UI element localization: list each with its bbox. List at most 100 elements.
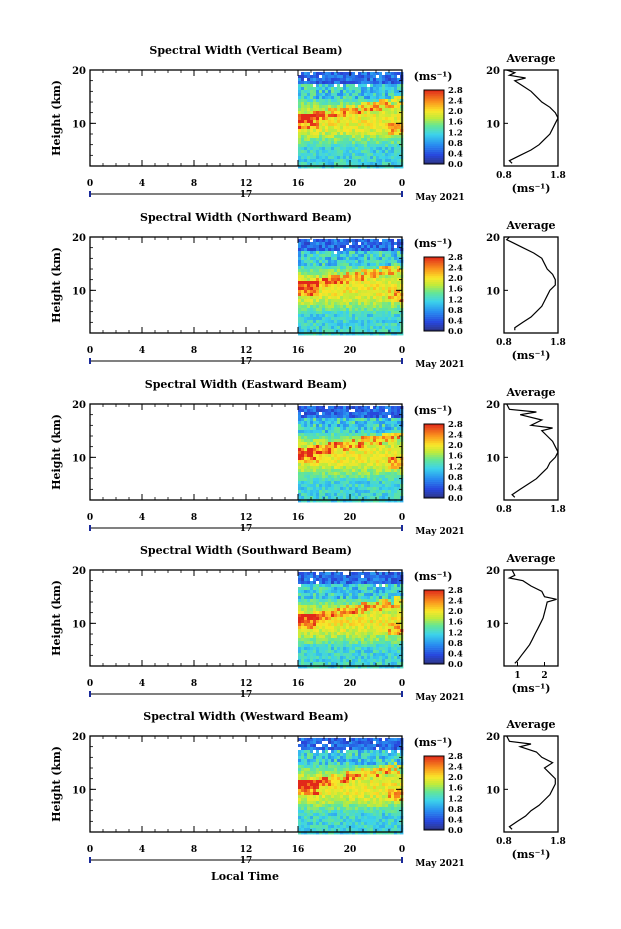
heatmap-cell xyxy=(394,475,398,479)
heatmap-cell xyxy=(310,263,314,267)
colorbar-tick-label: 0.8 xyxy=(448,139,463,149)
heatmap-cell xyxy=(298,278,302,282)
heatmap-cell xyxy=(397,466,401,470)
heatmap-cell xyxy=(310,614,314,618)
heatmap-cell xyxy=(373,323,377,327)
heatmap-cell xyxy=(379,430,383,434)
heatmap-cell xyxy=(388,572,392,576)
heatmap-cell xyxy=(379,317,383,321)
heatmap-cell xyxy=(343,284,347,288)
heatmap-cell xyxy=(382,418,386,422)
heatmap-cell xyxy=(373,153,377,157)
colorbar-segment xyxy=(424,296,444,299)
heatmap-cell xyxy=(313,105,317,109)
heatmap-cell xyxy=(379,156,383,160)
heatmap-cell xyxy=(322,332,326,336)
heatmap-cell xyxy=(364,496,368,500)
heatmap-cell xyxy=(355,320,359,324)
heatmap-cell xyxy=(358,421,362,425)
heatmap-cell xyxy=(352,593,356,597)
heatmap-cell xyxy=(301,460,305,464)
heatmap-cell xyxy=(325,638,329,642)
heatmap-cell xyxy=(346,90,350,94)
x-tick-label: 16 xyxy=(292,679,305,689)
heatmap-cell xyxy=(343,114,347,118)
heatmap-cell xyxy=(364,608,368,612)
heatmap-cell xyxy=(397,81,401,85)
panel-title: Spectral Width (Southward Beam) xyxy=(140,544,352,557)
heatmap-cell xyxy=(301,320,305,324)
heatmap-cell xyxy=(349,635,353,639)
heatmap-cell xyxy=(385,293,389,297)
heatmap-cell xyxy=(343,96,347,100)
heatmap-cell xyxy=(331,647,335,651)
heatmap-cell xyxy=(310,457,314,461)
heatmap-cell xyxy=(331,126,335,130)
heatmap-cell xyxy=(385,111,389,115)
heatmap-cell xyxy=(361,478,365,482)
heatmap-cell xyxy=(382,126,386,130)
heatmap-cell xyxy=(385,275,389,279)
heatmap-cell xyxy=(346,433,350,437)
heatmap-cell xyxy=(349,469,353,473)
heatmap-cell xyxy=(310,659,314,663)
heatmap-cell xyxy=(301,475,305,479)
heatmap-cell xyxy=(352,599,356,603)
heatmap-cell xyxy=(340,581,344,585)
heatmap-cell xyxy=(370,662,374,666)
heatmap-cell xyxy=(364,296,368,300)
colorbar-segment xyxy=(424,283,444,287)
heatmap-cell xyxy=(325,75,329,79)
heatmap-cell xyxy=(325,84,329,88)
heatmap-cell xyxy=(370,263,374,267)
heatmap-cell xyxy=(382,278,386,282)
heatmap-cell xyxy=(325,266,329,270)
heatmap-cell xyxy=(358,436,362,440)
heatmap-cell xyxy=(313,659,317,663)
heatmap-cell xyxy=(343,599,347,603)
heatmap-cell xyxy=(337,126,341,130)
heatmap-cell xyxy=(328,242,332,246)
heatmap-cell xyxy=(313,427,317,431)
heatmap-cell xyxy=(397,239,401,243)
heatmap-cell xyxy=(376,596,380,600)
heatmap-cell xyxy=(340,311,344,315)
heatmap-cell xyxy=(370,272,374,276)
heatmap-cell xyxy=(361,499,365,503)
heatmap-cell xyxy=(307,323,311,327)
heatmap-cell xyxy=(307,81,311,85)
heatmap-cell xyxy=(385,329,389,333)
heatmap-cell xyxy=(391,463,395,467)
heatmap-cell xyxy=(307,406,311,410)
heatmap-cell xyxy=(379,278,383,282)
heatmap-cell xyxy=(367,665,371,669)
heatmap-cell xyxy=(328,596,332,600)
heatmap-cell xyxy=(382,281,386,285)
heatmap-cell xyxy=(307,418,311,422)
heatmap-cell xyxy=(382,272,386,276)
heatmap-cell xyxy=(349,596,353,600)
heatmap-cell xyxy=(346,644,350,648)
heatmap-cell xyxy=(328,299,332,303)
heatmap-cell xyxy=(358,284,362,288)
heatmap-cell xyxy=(385,153,389,157)
heatmap-cell xyxy=(370,451,374,455)
heatmap-cell xyxy=(331,490,335,494)
heatmap-cell xyxy=(355,123,359,127)
heatmap-cell xyxy=(358,156,362,160)
heatmap-cell xyxy=(307,659,311,663)
heatmap-cell xyxy=(361,632,365,636)
heatmap-cell xyxy=(400,165,404,169)
colorbar-segment xyxy=(424,328,444,332)
heatmap-cell xyxy=(358,78,362,82)
heatmap-cell xyxy=(364,299,368,303)
y-tick-label: 20 xyxy=(72,400,86,411)
heatmap-cell xyxy=(400,332,404,336)
heatmap-cell xyxy=(304,457,308,461)
heatmap-cell xyxy=(367,590,371,594)
heatmap-cell xyxy=(391,418,395,422)
heatmap-cell xyxy=(394,260,398,264)
heatmap-cell xyxy=(373,99,377,103)
heatmap-cell xyxy=(316,242,320,246)
heatmap-cell xyxy=(391,469,395,473)
